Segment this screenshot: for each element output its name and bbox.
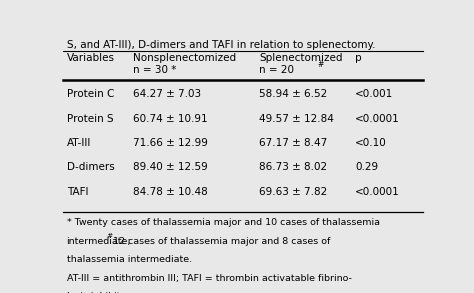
- Text: <0.0001: <0.0001: [355, 187, 400, 197]
- Text: 0.29: 0.29: [355, 162, 378, 172]
- Text: 71.66 ± 12.99: 71.66 ± 12.99: [133, 138, 208, 148]
- Text: 84.78 ± 10.48: 84.78 ± 10.48: [133, 187, 208, 197]
- Text: AT-III: AT-III: [66, 138, 91, 148]
- Text: #: #: [106, 233, 112, 239]
- Text: n = 20: n = 20: [259, 65, 298, 75]
- Text: Protein S: Protein S: [66, 114, 113, 124]
- Text: thalassemia intermediate.: thalassemia intermediate.: [66, 255, 191, 264]
- Text: <0.001: <0.001: [355, 89, 393, 99]
- Text: AT-III = antithrombin III; TAFI = thrombin activatable fibrino-: AT-III = antithrombin III; TAFI = thromb…: [66, 274, 352, 283]
- Text: TAFI: TAFI: [66, 187, 88, 197]
- Text: 60.74 ± 10.91: 60.74 ± 10.91: [133, 114, 207, 124]
- Text: 86.73 ± 8.02: 86.73 ± 8.02: [259, 162, 328, 172]
- Text: 49.57 ± 12.84: 49.57 ± 12.84: [259, 114, 334, 124]
- Text: 64.27 ± 7.03: 64.27 ± 7.03: [133, 89, 201, 99]
- Text: 89.40 ± 12.59: 89.40 ± 12.59: [133, 162, 208, 172]
- Text: 58.94 ± 6.52: 58.94 ± 6.52: [259, 89, 328, 99]
- Text: Variables: Variables: [66, 52, 115, 62]
- Text: #: #: [318, 60, 324, 69]
- Text: p: p: [355, 52, 362, 62]
- Text: <0.10: <0.10: [355, 138, 387, 148]
- Text: * Twenty cases of thalassemia major and 10 cases of thalassemia: * Twenty cases of thalassemia major and …: [66, 218, 380, 227]
- Text: 12 cases of thalassemia major and 8 cases of: 12 cases of thalassemia major and 8 case…: [110, 237, 330, 246]
- Text: Protein C: Protein C: [66, 89, 114, 99]
- Text: Nonsplenectomized: Nonsplenectomized: [133, 52, 236, 62]
- Text: <0.0001: <0.0001: [355, 114, 400, 124]
- Text: Splenectomized: Splenectomized: [259, 52, 343, 62]
- Text: 69.63 ± 7.82: 69.63 ± 7.82: [259, 187, 328, 197]
- Text: 67.17 ± 8.47: 67.17 ± 8.47: [259, 138, 328, 148]
- Text: D-dimers: D-dimers: [66, 162, 114, 172]
- Text: n = 30 *: n = 30 *: [133, 65, 176, 75]
- Text: S, and AT-III), D-dimers and TAFI in relation to splenectomy.: S, and AT-III), D-dimers and TAFI in rel…: [66, 40, 375, 50]
- Text: lysis inhibitor.: lysis inhibitor.: [66, 292, 132, 293]
- Text: intermediate;: intermediate;: [66, 237, 131, 246]
